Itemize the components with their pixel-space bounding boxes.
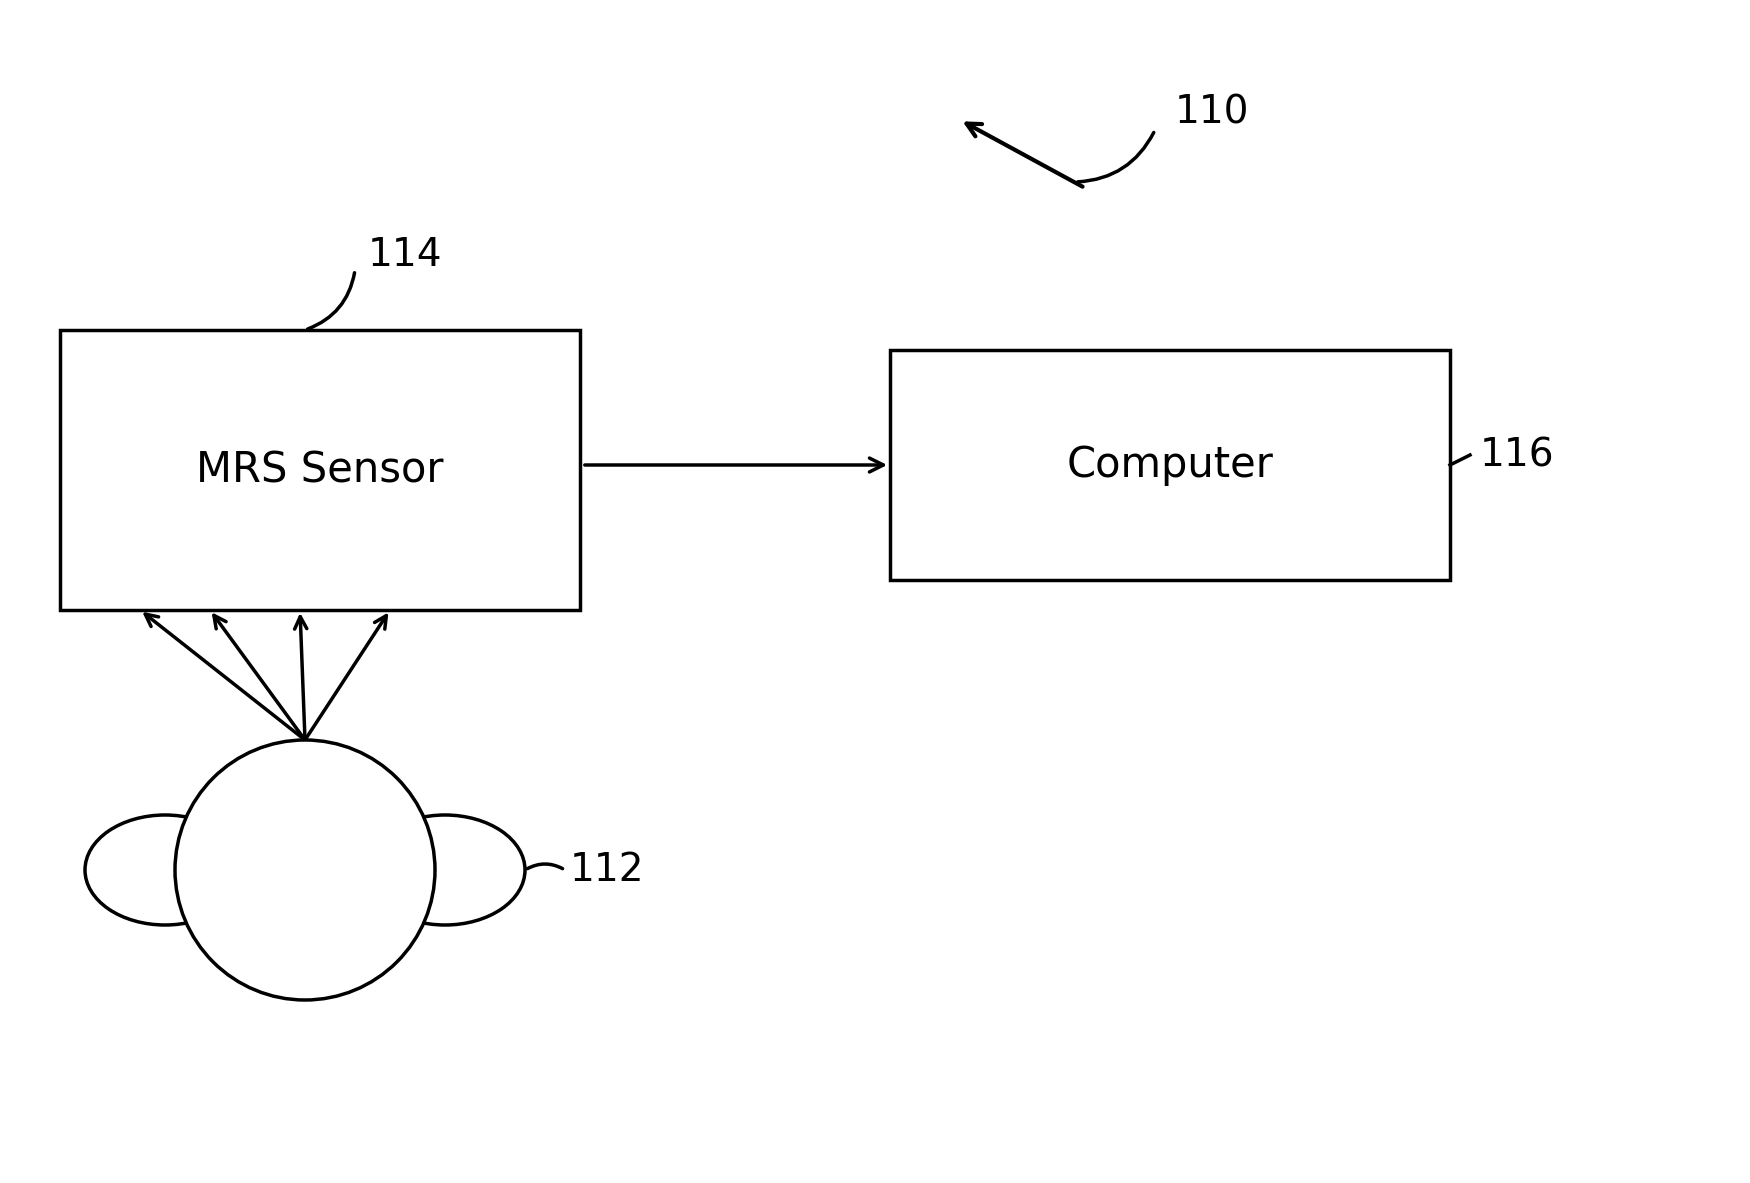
Circle shape bbox=[175, 741, 436, 1000]
Text: MRS Sensor: MRS Sensor bbox=[196, 450, 444, 491]
Bar bbox=[891, 350, 1451, 580]
Ellipse shape bbox=[86, 815, 245, 925]
Text: 114: 114 bbox=[368, 235, 443, 274]
Bar bbox=[60, 330, 579, 610]
Text: 112: 112 bbox=[570, 851, 644, 888]
Text: 110: 110 bbox=[1174, 93, 1249, 131]
Ellipse shape bbox=[366, 815, 525, 925]
Text: Computer: Computer bbox=[1066, 444, 1274, 486]
Text: 116: 116 bbox=[1480, 437, 1554, 474]
